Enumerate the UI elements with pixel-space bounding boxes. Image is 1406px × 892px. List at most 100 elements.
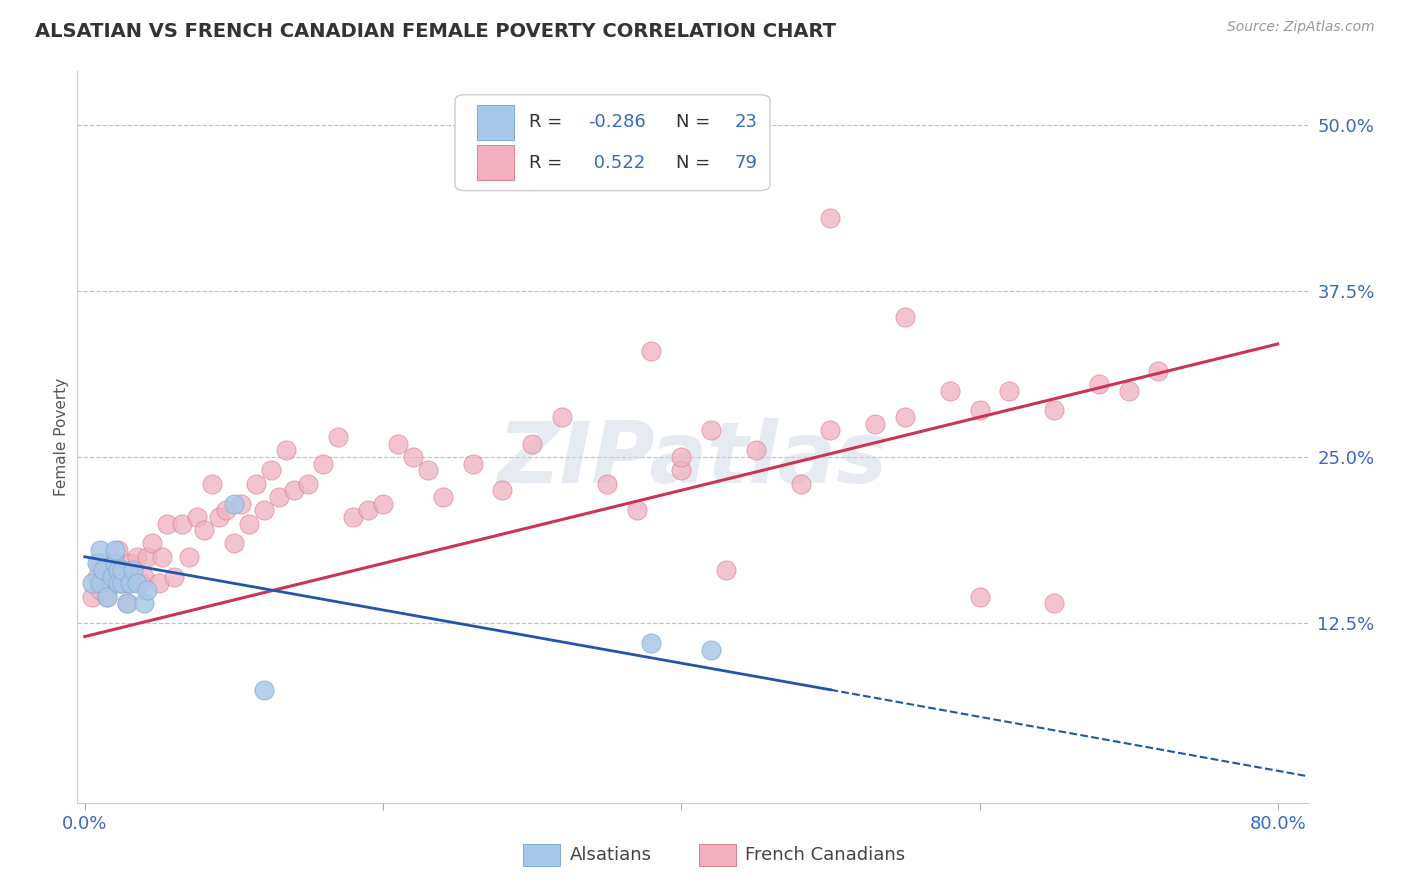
Point bbox=[342, 509, 364, 524]
Point bbox=[89, 582, 111, 597]
Point bbox=[1043, 403, 1066, 417]
Point bbox=[111, 576, 134, 591]
Bar bbox=[699, 845, 735, 866]
Point bbox=[1088, 376, 1111, 391]
Point bbox=[100, 570, 122, 584]
Point bbox=[297, 476, 319, 491]
Point bbox=[118, 576, 141, 591]
Point bbox=[131, 576, 153, 591]
Point bbox=[626, 503, 648, 517]
Text: French Canadians: French Canadians bbox=[745, 847, 905, 864]
Text: N =: N = bbox=[676, 113, 710, 131]
Point bbox=[208, 509, 231, 524]
Text: N =: N = bbox=[676, 153, 710, 172]
Point bbox=[402, 450, 425, 464]
Point bbox=[231, 497, 253, 511]
Point bbox=[104, 570, 127, 584]
Point bbox=[461, 457, 484, 471]
Point bbox=[107, 563, 129, 577]
Point bbox=[640, 343, 662, 358]
Point bbox=[820, 424, 842, 438]
Point bbox=[200, 476, 222, 491]
Bar bbox=[523, 845, 560, 866]
Point bbox=[89, 557, 111, 571]
Point bbox=[136, 549, 159, 564]
Point bbox=[520, 436, 543, 450]
Point bbox=[134, 570, 156, 584]
Point bbox=[894, 310, 917, 325]
Point bbox=[179, 549, 201, 564]
Text: Alsatians: Alsatians bbox=[569, 847, 651, 864]
Point bbox=[416, 463, 439, 477]
Bar bbox=[477, 145, 515, 180]
Point bbox=[150, 549, 173, 564]
Y-axis label: Female Poverty: Female Poverty bbox=[53, 378, 69, 496]
Point bbox=[86, 557, 108, 571]
Point bbox=[91, 563, 114, 577]
Point bbox=[89, 543, 111, 558]
Point bbox=[170, 516, 193, 531]
Point bbox=[222, 536, 245, 550]
Point bbox=[253, 503, 276, 517]
Point bbox=[700, 424, 723, 438]
Text: ALSATIAN VS FRENCH CANADIAN FEMALE POVERTY CORRELATION CHART: ALSATIAN VS FRENCH CANADIAN FEMALE POVER… bbox=[35, 22, 837, 41]
Point bbox=[104, 543, 127, 558]
Point bbox=[245, 476, 267, 491]
Text: R =: R = bbox=[529, 113, 562, 131]
Point bbox=[596, 476, 619, 491]
Point bbox=[274, 443, 297, 458]
Point bbox=[671, 463, 693, 477]
Text: 0.522: 0.522 bbox=[588, 153, 645, 172]
Point bbox=[111, 563, 134, 577]
Point bbox=[82, 576, 104, 591]
Point bbox=[156, 516, 179, 531]
Bar bbox=[477, 105, 515, 140]
Text: Source: ZipAtlas.com: Source: ZipAtlas.com bbox=[1227, 20, 1375, 34]
Point bbox=[125, 549, 148, 564]
Point bbox=[107, 543, 129, 558]
Point bbox=[148, 576, 170, 591]
Point bbox=[328, 430, 350, 444]
Point bbox=[141, 536, 163, 550]
Point bbox=[134, 596, 156, 610]
Point bbox=[107, 563, 129, 577]
Point bbox=[193, 523, 215, 537]
Point bbox=[89, 576, 111, 591]
Point bbox=[238, 516, 260, 531]
Text: 23: 23 bbox=[734, 113, 758, 131]
Point bbox=[260, 463, 283, 477]
Text: 79: 79 bbox=[734, 153, 758, 172]
Point bbox=[91, 570, 114, 584]
Point bbox=[894, 410, 917, 425]
Point bbox=[671, 450, 693, 464]
Point bbox=[118, 576, 141, 591]
Point bbox=[253, 682, 276, 697]
Point bbox=[86, 570, 108, 584]
Point bbox=[267, 490, 290, 504]
Point bbox=[969, 403, 991, 417]
Point bbox=[789, 476, 811, 491]
Text: ZIPatlas: ZIPatlas bbox=[498, 417, 887, 500]
Point bbox=[163, 570, 186, 584]
Point bbox=[111, 576, 134, 591]
Point bbox=[387, 436, 409, 450]
Point bbox=[96, 590, 118, 604]
Point bbox=[312, 457, 335, 471]
Point bbox=[115, 596, 138, 610]
Point bbox=[111, 563, 134, 577]
Text: R =: R = bbox=[529, 153, 562, 172]
Point bbox=[107, 576, 129, 591]
Point bbox=[215, 503, 238, 517]
Point bbox=[640, 636, 662, 650]
Point bbox=[121, 563, 143, 577]
Point bbox=[104, 557, 127, 571]
Point bbox=[82, 590, 104, 604]
Point bbox=[283, 483, 305, 498]
Point bbox=[371, 497, 394, 511]
Point bbox=[1043, 596, 1066, 610]
Point bbox=[136, 582, 159, 597]
Point bbox=[222, 497, 245, 511]
Point bbox=[938, 384, 960, 398]
Point bbox=[115, 596, 138, 610]
Point bbox=[551, 410, 574, 425]
